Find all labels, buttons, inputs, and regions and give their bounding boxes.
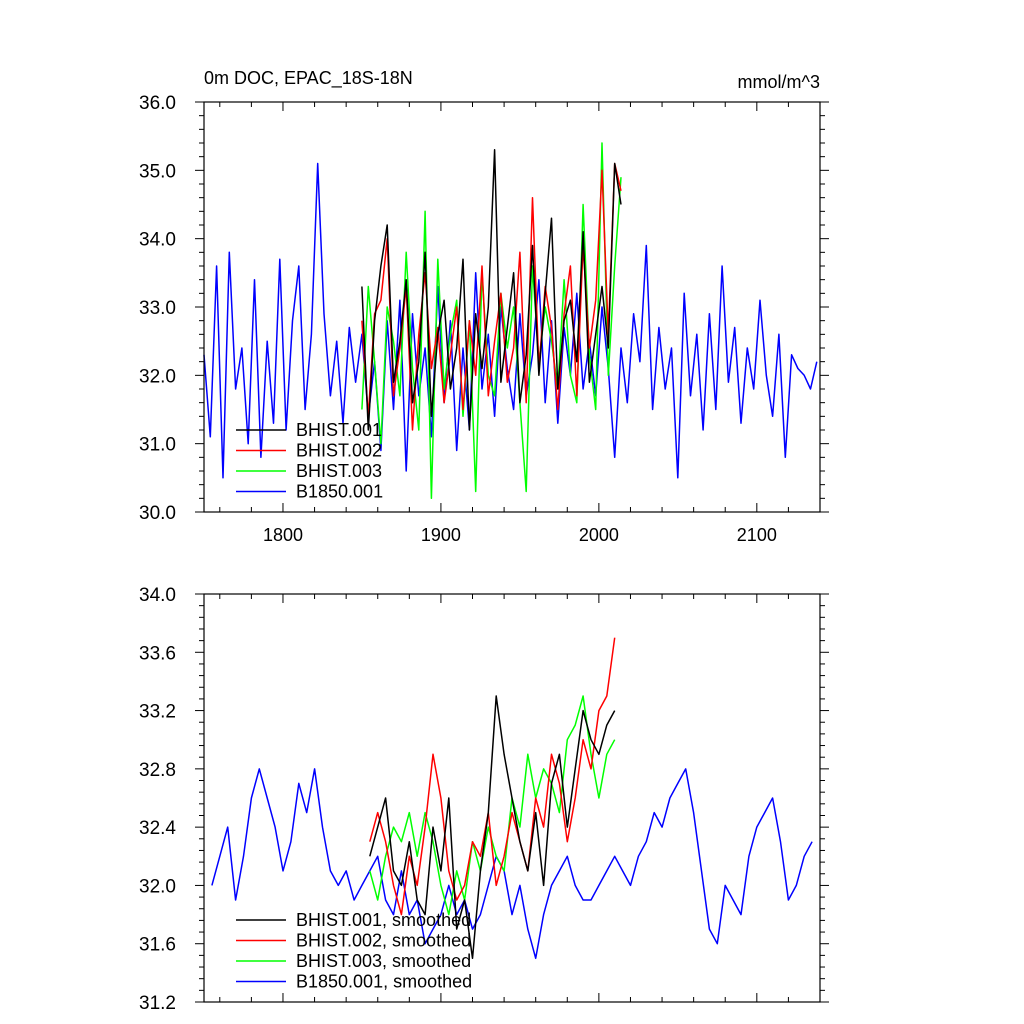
y-tick-label: 34.0 — [139, 585, 176, 606]
bottom-ticks: 31.2 31.6 32.0 32.4 32.8 33.2 33.6 34.0 — [139, 585, 829, 1014]
y-tick-label: 32.4 — [139, 818, 176, 839]
y-tick-label: 34.0 — [139, 230, 176, 251]
y-tick-label: 32.8 — [139, 760, 176, 781]
bottom-series-lines — [211, 637, 813, 960]
y-tick-label: 35.0 — [139, 161, 176, 182]
legend-label: BHIST.002 — [296, 441, 382, 461]
x-tick-label: 1900 — [421, 525, 461, 545]
legend-label: BHIST.002, smoothed — [296, 931, 471, 951]
y-tick-label: 33.2 — [139, 702, 176, 723]
x-tick-label: 2100 — [737, 525, 777, 545]
y-tick-label: 36.0 — [139, 93, 176, 114]
series-line-b1850-001-smoothed — [211, 768, 813, 960]
y-tick-label: 33.6 — [139, 643, 176, 664]
top-ticks: 1800 1900 2000 2100 30.0 31.0 32.0 33.0 34.0 35.0… — [139, 93, 829, 545]
y-tick-label: 32.0 — [139, 366, 176, 387]
top-panel: 0m DOC, EPAC_18S-18N mmol/m^3 1800 1900 20… — [139, 68, 829, 545]
y-tick-label: 30.0 — [139, 503, 176, 524]
units-label: mmol/m^3 — [738, 72, 820, 92]
series-line-bhist-001-smoothed — [369, 695, 616, 960]
y-tick-label: 31.0 — [139, 435, 176, 456]
x-tick-label: 2000 — [579, 525, 619, 545]
bottom-plot-frame — [203, 593, 821, 1003]
legend-label: BHIST.001 — [296, 420, 382, 440]
series-line-bhist-002-smoothed — [369, 637, 616, 916]
x-tick-label: 1800 — [263, 525, 303, 545]
legend-label: B1850.001 — [296, 482, 383, 502]
top-series-lines — [203, 142, 818, 500]
legend-label: BHIST.003 — [296, 461, 382, 481]
y-tick-label: 32.0 — [139, 876, 176, 897]
series-line-bhist-003-smoothed — [369, 695, 616, 916]
legend-label: B1850.001, smoothed — [296, 972, 472, 992]
legend-label: BHIST.001, smoothed — [296, 910, 471, 930]
top-plot-frame — [203, 101, 821, 513]
series-line-b1850-001 — [203, 162, 818, 479]
chart-title: 0m DOC, EPAC_18S-18N — [204, 68, 413, 89]
y-tick-label: 31.6 — [139, 935, 176, 956]
bottom-panel: 31.2 31.6 32.0 32.4 32.8 33.2 33.6 34.0 BHIST.0… — [139, 585, 829, 1014]
y-tick-label: 33.0 — [139, 298, 176, 319]
series-line-bhist-001 — [361, 149, 622, 431]
legend-label: BHIST.003, smoothed — [296, 951, 471, 971]
y-tick-label: 31.2 — [139, 993, 176, 1014]
